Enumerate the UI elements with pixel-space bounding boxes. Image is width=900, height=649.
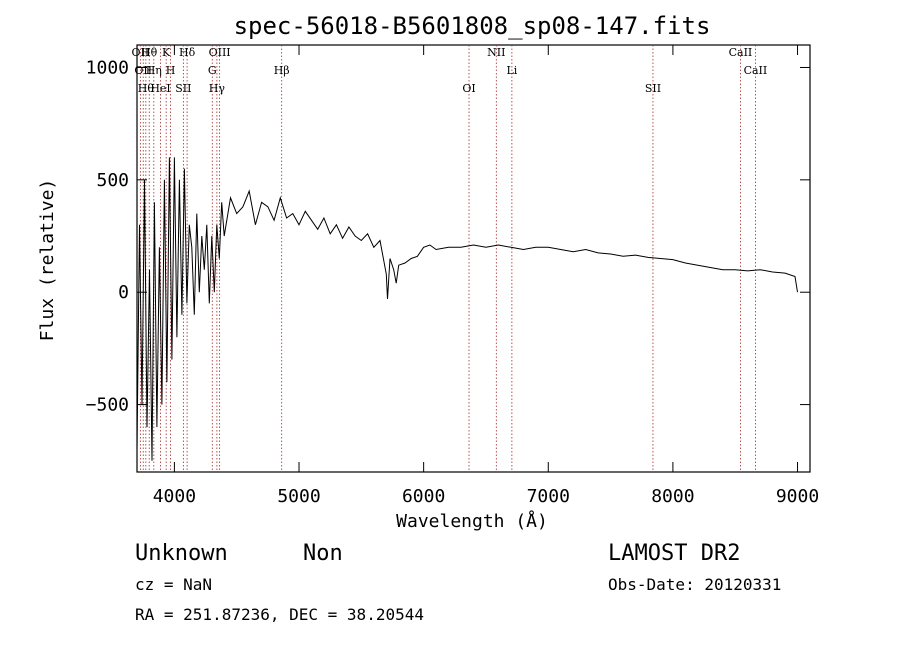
emission-line-label: Hγ — [209, 82, 226, 95]
survey-label: LAMOST DR2 — [608, 541, 740, 566]
emission-line-label: OII — [132, 46, 150, 59]
emission-line-label: SII — [645, 82, 661, 95]
emission-line-label: OI — [462, 82, 475, 95]
emission-line-label: Hδ — [179, 46, 196, 59]
emission-line-label: G — [208, 64, 217, 77]
plot-frame — [136, 44, 811, 473]
y-tick-label: 0 — [118, 282, 129, 303]
emission-line-label: Li — [506, 64, 517, 77]
emission-line-label: NII — [487, 46, 505, 59]
obsdate-label: Obs-Date: 20120331 — [608, 575, 781, 594]
y-tick-label: 500 — [96, 170, 129, 191]
x-tick-label: 7000 — [527, 486, 570, 507]
spectrum-line — [136, 157, 798, 461]
emission-line-label: SII — [175, 82, 191, 95]
x-axis-label: Wavelength (Å) — [396, 510, 548, 532]
subclass-label: Non — [303, 541, 343, 566]
emission-line-label: Hη — [146, 64, 162, 77]
chart-title: spec-56018-B5601808_sp08-147.fits — [234, 12, 711, 40]
y-axis: −500 0 500 1000 — [86, 57, 810, 416]
emission-line-label: CaII — [729, 46, 753, 59]
emission-line-label: Hβ — [274, 64, 290, 77]
y-axis-label: Flux (relative) — [37, 179, 58, 342]
emission-line-label: H — [166, 64, 176, 77]
line-labels: OIIOIIHθHθHηHeIKHSIIHδGHγOIIIHβOINIILiSI… — [132, 46, 768, 95]
emission-line-label: Hθ — [138, 82, 155, 95]
x-tick-label: 6000 — [402, 486, 445, 507]
emission-line-label: K — [162, 46, 171, 59]
y-tick-label: −500 — [86, 395, 129, 416]
cz-label: cz = NaN — [135, 575, 212, 594]
y-tick-label: 1000 — [86, 57, 129, 78]
emission-line-label: OIII — [209, 46, 231, 59]
x-tick-label: 9000 — [776, 486, 819, 507]
class-label: Unknown — [135, 541, 228, 566]
x-axis: 4000 5000 6000 7000 8000 9000 — [153, 45, 819, 507]
emission-line-label: HeI — [150, 82, 170, 95]
x-tick-label: 4000 — [153, 486, 196, 507]
emission-line-label: Hθ — [141, 46, 158, 59]
radec-label: RA = 251.87236, DEC = 38.20544 — [135, 605, 424, 624]
emission-line-label: CaII — [744, 64, 768, 77]
x-tick-label: 8000 — [651, 486, 694, 507]
x-tick-label: 5000 — [277, 486, 320, 507]
